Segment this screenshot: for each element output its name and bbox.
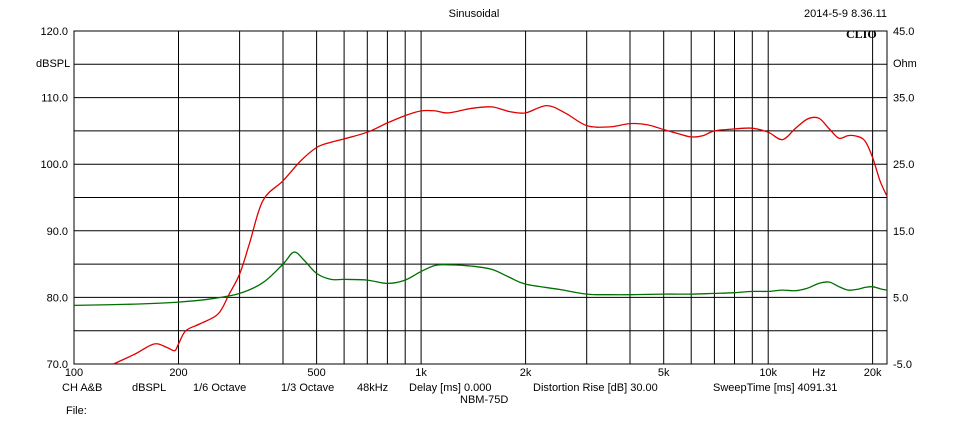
x-unit-label: Hz bbox=[812, 367, 825, 379]
chart-title: Sinusoidal bbox=[449, 8, 500, 20]
clio-logo: CLIO bbox=[846, 27, 877, 41]
x-tick-label: 20k bbox=[864, 367, 882, 379]
smoothing-label: 1/6 Octave bbox=[193, 382, 247, 394]
y-left-tick-label: 90.0 bbox=[47, 226, 68, 238]
tick-labels: 100 200 500 1k 2k 5k 10k 20k Hz 120.0 110.0 100.0 90… bbox=[40, 26, 914, 379]
x-tick-label: 2k bbox=[520, 367, 532, 379]
x-tick-label: 200 bbox=[169, 367, 187, 379]
file-label: File: bbox=[66, 405, 87, 417]
y-right-tick-label: 15.0 bbox=[893, 226, 914, 238]
y-right-tick-label: 5.0 bbox=[893, 292, 908, 304]
y-left-tick-label: 70.0 bbox=[47, 359, 68, 371]
channel-label: CH A&B bbox=[62, 382, 103, 394]
sample-rate-label: 48kHz bbox=[357, 382, 389, 394]
y-right-unit-label: Ohm bbox=[893, 58, 917, 70]
y-left-tick-label: 100.0 bbox=[40, 159, 68, 171]
sweep-time-label: SweepTime [ms] 4091.31 bbox=[713, 382, 838, 394]
x-tick-label: 5k bbox=[658, 367, 670, 379]
y-left-tick-label: 120.0 bbox=[40, 26, 68, 38]
y-right-tick-label: 25.0 bbox=[893, 159, 914, 171]
model-name: NBM-75D bbox=[460, 394, 509, 406]
chart-timestamp: 2014-5-9 8.36.11 bbox=[804, 8, 887, 20]
resolution-label: 1/3 Octave bbox=[281, 382, 335, 394]
x-tick-label: 10k bbox=[759, 367, 777, 379]
distortion-rise-label: Distortion Rise [dB] 30.00 bbox=[533, 382, 658, 394]
x-tick-label: 500 bbox=[307, 367, 325, 379]
delay-label: Delay [ms] 0.000 bbox=[409, 382, 492, 394]
grid-lines bbox=[74, 30, 887, 365]
impedance-line bbox=[73, 251, 888, 307]
y-left-tick-label: 80.0 bbox=[47, 292, 68, 304]
x-tick-label: 100 bbox=[65, 367, 83, 379]
y-left-tick-label: 110.0 bbox=[41, 93, 68, 105]
y-right-tick-label: 35.0 bbox=[893, 93, 914, 105]
y-left-unit-label: dBSPL bbox=[36, 58, 70, 70]
series-lines bbox=[73, 104, 888, 365]
spl-response-line bbox=[113, 104, 888, 365]
unit-label: dBSPL bbox=[132, 382, 167, 394]
y-right-tick-label: -5.0 bbox=[893, 359, 912, 371]
y-right-tick-label: 45.0 bbox=[893, 26, 914, 38]
x-tick-label: 1k bbox=[415, 367, 427, 379]
